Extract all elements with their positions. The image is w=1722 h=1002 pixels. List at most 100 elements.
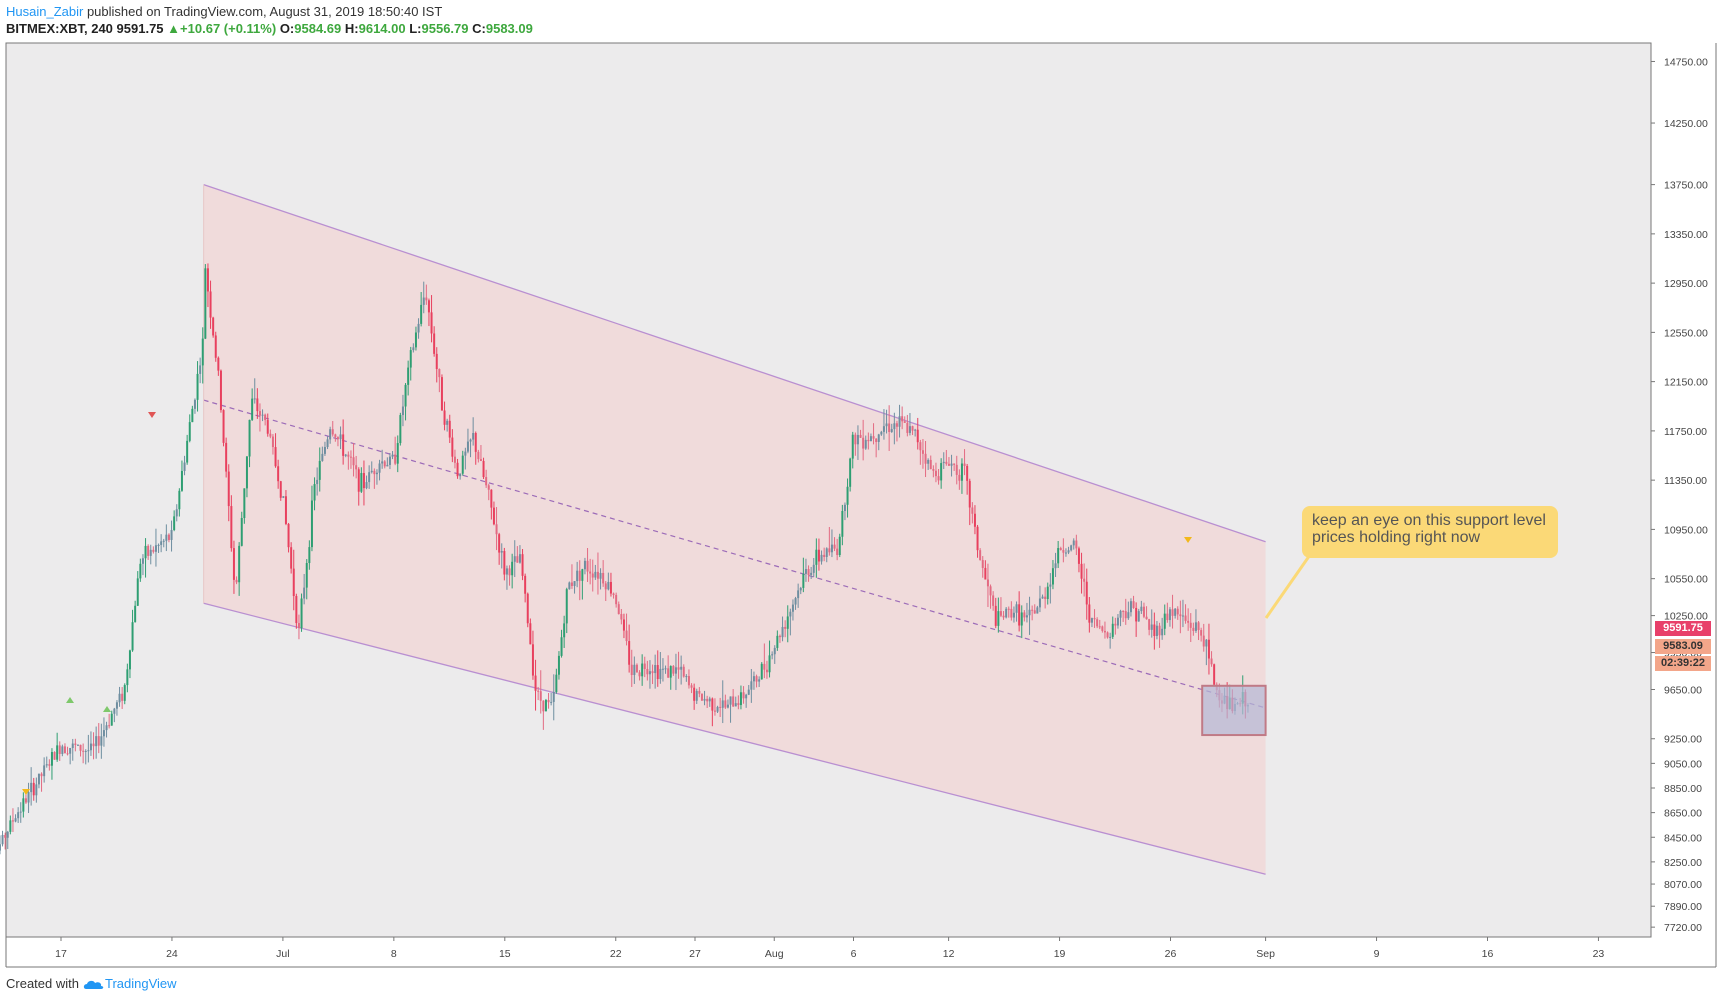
candle-down	[352, 457, 355, 466]
candle-down	[1192, 627, 1195, 631]
candle-down	[620, 614, 623, 620]
candle-up	[253, 398, 256, 400]
candle-up	[1, 834, 4, 845]
price-tick-label: 8850.00	[1664, 783, 1702, 795]
candle-up	[771, 654, 774, 656]
candle-down	[74, 743, 77, 745]
candle-down	[742, 692, 745, 699]
candle-up	[846, 486, 849, 505]
support-box[interactable]	[1201, 684, 1267, 737]
countdown-tag: 02:39:22	[1655, 656, 1711, 671]
candle-down	[383, 461, 386, 467]
candle-up	[19, 811, 22, 813]
candle-down	[1096, 619, 1099, 627]
candle-up	[1181, 615, 1184, 617]
time-axis[interactable]: 17 24 Jul 8 15 22 27 Aug 6 12 19 26 Sep 9 16 23	[55, 937, 1604, 960]
time-tick-label: 8	[391, 948, 397, 960]
candle-up	[1161, 628, 1164, 636]
candle-down	[711, 698, 714, 711]
price-axis[interactable]: 14750.00 14250.00 13750.00 13350.00 12950.00…	[1651, 56, 1708, 934]
candle-down	[1153, 624, 1156, 636]
candle-down	[222, 410, 225, 443]
candle-down	[279, 481, 282, 498]
candle-up	[323, 447, 326, 454]
channel-upper-line[interactable]	[203, 183, 1266, 543]
candle-down	[656, 665, 659, 680]
candle-up	[812, 564, 815, 573]
candle-down	[274, 447, 277, 467]
candle-up	[318, 460, 321, 480]
candle-down	[503, 551, 506, 575]
author-link[interactable]: Husain_Zabir	[6, 4, 84, 19]
candle-up	[721, 700, 724, 708]
candle-down	[929, 459, 932, 470]
candle-up	[50, 752, 53, 766]
time-tick-label: Aug	[765, 948, 784, 960]
candle-down	[924, 453, 927, 464]
candle-down	[690, 685, 693, 688]
candle-up	[776, 635, 779, 648]
candle-up	[386, 464, 389, 467]
candle-up	[830, 544, 833, 553]
candle-up	[654, 665, 657, 674]
candle-down	[537, 690, 540, 692]
price-tick-label: 10250.00	[1664, 611, 1708, 623]
candle-up	[316, 479, 319, 485]
candle-down	[331, 429, 334, 435]
channel-lower-line[interactable]	[203, 602, 1266, 875]
candle-up	[573, 581, 576, 586]
candle-down	[602, 572, 605, 584]
candle-down	[264, 414, 267, 421]
buy-marker-icon	[66, 697, 74, 703]
price-tick-label: 8650.00	[1664, 808, 1702, 820]
candle-down	[435, 353, 438, 370]
candle-up	[557, 655, 560, 675]
candle-up	[726, 704, 729, 708]
high-value: 9614.00	[358, 21, 406, 36]
candle-up	[139, 563, 142, 579]
candle-down	[269, 433, 272, 437]
candle-up	[583, 560, 586, 570]
tradingview-logo-link[interactable]: TradingView	[83, 976, 177, 991]
candle-up	[950, 463, 953, 466]
candle-down	[646, 668, 649, 675]
candle-up	[422, 297, 425, 305]
candle-down	[479, 459, 482, 461]
candle-down	[63, 746, 66, 754]
candle-down	[1093, 618, 1096, 620]
annotation-callout[interactable]: keep an eye on this support level prices…	[1302, 506, 1558, 558]
candle-up	[789, 611, 792, 617]
candle-up	[165, 534, 168, 541]
candle-up	[160, 541, 163, 545]
candle-down	[921, 450, 924, 454]
price-tick-label: 13750.00	[1664, 180, 1708, 192]
candle-up	[118, 693, 121, 703]
candle-up	[843, 504, 846, 511]
tradingview-cloud-icon	[83, 980, 104, 989]
candle-down	[625, 630, 628, 642]
candle-up	[157, 544, 160, 546]
candle-down	[945, 461, 948, 464]
candle-down	[271, 436, 274, 448]
candle-up	[685, 676, 688, 678]
candle-up	[908, 426, 911, 433]
candle-up	[43, 765, 46, 777]
candle-up	[1070, 545, 1073, 551]
candle-up	[1057, 548, 1060, 564]
candle-down	[433, 333, 436, 354]
candle-up	[560, 637, 563, 656]
candle-up	[14, 818, 17, 822]
channel-mid-line[interactable]	[203, 399, 1266, 709]
candle-up	[1129, 601, 1132, 613]
candle-up	[841, 510, 844, 537]
candle-down	[1062, 549, 1065, 553]
candle-up	[739, 692, 742, 706]
candle-up	[188, 422, 191, 441]
candle-down	[919, 442, 922, 451]
candle-down	[1148, 619, 1151, 630]
candle-up	[1020, 612, 1023, 626]
candle-down	[425, 297, 428, 301]
candle-down	[1124, 611, 1127, 619]
candle-up	[391, 454, 394, 457]
